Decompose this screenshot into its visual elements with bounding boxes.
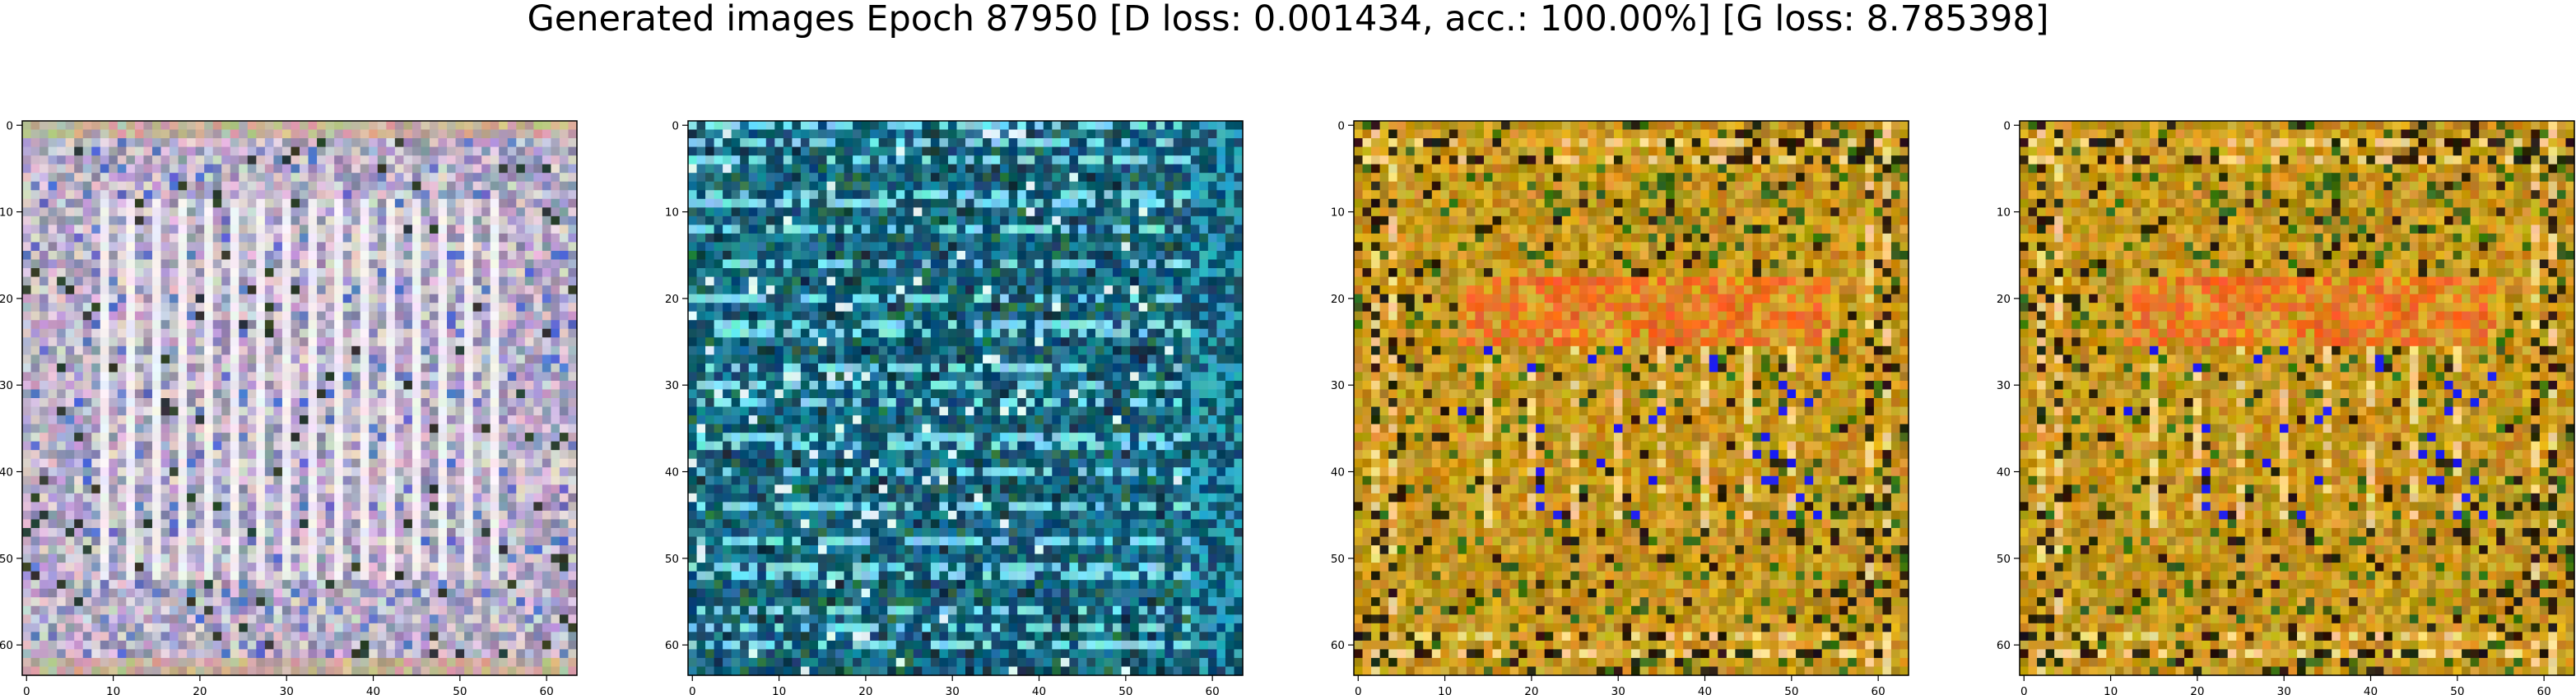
x-tick-label: 40 xyxy=(1032,685,1046,695)
x-tick-label: 30 xyxy=(946,685,960,695)
x-tick-label: 10 xyxy=(772,685,786,695)
axes-frame xyxy=(2019,120,2575,676)
x-tick-label: 10 xyxy=(106,685,120,695)
x-tick-label: 10 xyxy=(1438,685,1452,695)
x-tick-label: 0 xyxy=(2020,685,2028,695)
y-tick-label: 60 xyxy=(665,639,679,652)
y-tick-label: 40 xyxy=(0,466,13,480)
y-tick-label: 50 xyxy=(1997,553,2011,566)
y-tick-label: 10 xyxy=(1331,206,1345,220)
x-tick-label: 60 xyxy=(540,685,554,695)
y-tick-label: 30 xyxy=(665,379,679,392)
y-tick-label: 10 xyxy=(0,206,13,220)
y-tick-label: 0 xyxy=(672,119,679,132)
x-tick-label: 20 xyxy=(193,685,207,695)
x-tick-label: 20 xyxy=(2190,685,2204,695)
axes-frame xyxy=(21,120,578,676)
y-tick-label: 0 xyxy=(1337,119,1345,132)
x-tick-label: 0 xyxy=(23,685,30,695)
y-tick-label: 0 xyxy=(2003,119,2011,132)
y-tick-label: 60 xyxy=(1331,639,1345,652)
x-tick-label: 40 xyxy=(2364,685,2378,695)
y-tick-label: 40 xyxy=(1997,466,2011,480)
x-tick-label: 50 xyxy=(1118,685,1132,695)
y-tick-label: 30 xyxy=(1997,379,2011,392)
x-tick-label: 50 xyxy=(2450,685,2464,695)
x-tick-label: 30 xyxy=(2277,685,2291,695)
x-tick-label: 60 xyxy=(2537,685,2551,695)
generated-image-1 xyxy=(22,121,578,676)
y-tick-label: 40 xyxy=(665,466,679,480)
generated-image-2 xyxy=(688,121,1244,676)
axes-frame xyxy=(1353,120,1909,676)
y-tick-label: 20 xyxy=(0,293,13,306)
generated-image-4 xyxy=(2020,121,2575,676)
x-tick-label: 0 xyxy=(689,685,696,695)
figure-title: Generated images Epoch 87950 [D loss: 0.… xyxy=(527,0,2049,39)
y-tick-label: 60 xyxy=(0,639,13,652)
x-tick-label: 40 xyxy=(1698,685,1712,695)
y-tick-label: 30 xyxy=(0,379,13,392)
y-tick-label: 0 xyxy=(6,119,13,132)
y-tick-label: 20 xyxy=(1997,293,2011,306)
y-tick-label: 50 xyxy=(0,553,13,566)
x-tick-label: 50 xyxy=(1784,685,1798,695)
y-tick-label: 30 xyxy=(1331,379,1345,392)
x-tick-label: 60 xyxy=(1872,685,1886,695)
generated-image-3 xyxy=(1354,121,1909,676)
axes-frame xyxy=(687,120,1244,676)
y-tick-label: 20 xyxy=(665,293,679,306)
x-tick-label: 30 xyxy=(1611,685,1625,695)
x-tick-label: 50 xyxy=(453,685,467,695)
x-tick-label: 30 xyxy=(280,685,294,695)
x-tick-label: 20 xyxy=(1524,685,1538,695)
y-tick-label: 10 xyxy=(1997,206,2011,220)
y-tick-label: 50 xyxy=(1331,553,1345,566)
x-tick-label: 0 xyxy=(1355,685,1362,695)
x-tick-label: 60 xyxy=(1206,685,1220,695)
x-tick-label: 10 xyxy=(2104,685,2118,695)
y-tick-label: 10 xyxy=(665,206,679,220)
y-tick-label: 40 xyxy=(1331,466,1345,480)
y-tick-label: 50 xyxy=(665,553,679,566)
x-tick-label: 40 xyxy=(366,685,380,695)
x-tick-label: 20 xyxy=(858,685,872,695)
y-tick-label: 20 xyxy=(1331,293,1345,306)
y-tick-label: 60 xyxy=(1997,639,2011,652)
